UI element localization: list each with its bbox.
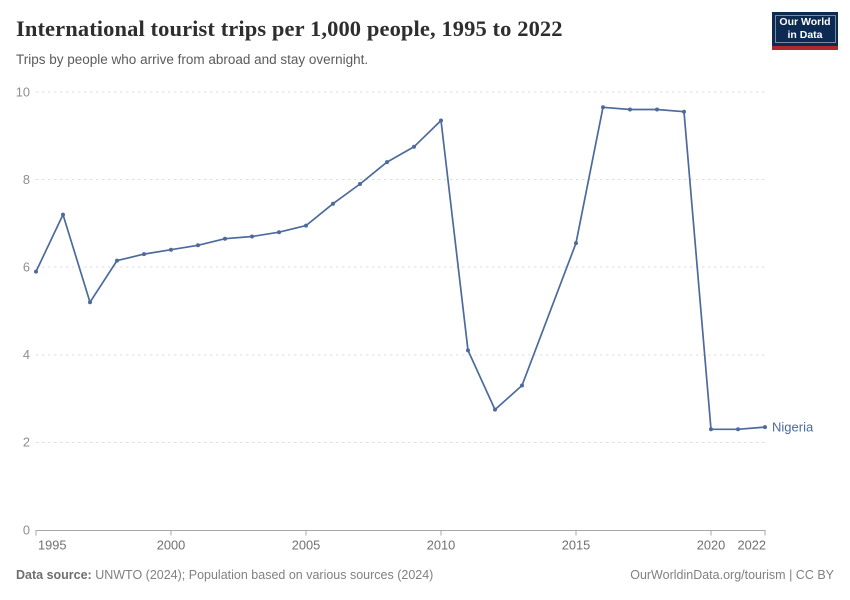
data-point-2000[interactable]	[169, 247, 173, 252]
data-point-2013[interactable]	[520, 383, 524, 388]
data-point-2012[interactable]	[493, 407, 497, 412]
data-point-2019[interactable]	[682, 109, 686, 114]
data-point-2020[interactable]	[709, 427, 713, 432]
owid-logo-frame: Our World in Data	[774, 14, 836, 43]
footer-license-link[interactable]: OurWorldinData.org/tourism | CC BY	[630, 568, 834, 582]
data-point-2002[interactable]	[223, 236, 227, 241]
data-point-1999[interactable]	[142, 252, 146, 257]
data-point-2003[interactable]	[250, 234, 254, 239]
data-point-2008[interactable]	[385, 160, 389, 165]
data-source: Data source: UNWTO (2024); Population ba…	[16, 568, 433, 582]
y-tick-label-0: 0	[23, 522, 30, 537]
data-point-2006[interactable]	[331, 201, 335, 206]
series-label-nigeria[interactable]: Nigeria	[772, 419, 814, 434]
data-point-2001[interactable]	[196, 243, 200, 248]
data-point-2022[interactable]	[763, 425, 767, 430]
x-tick-label-2022: 2022	[738, 538, 766, 553]
y-tick-label-4: 4	[23, 347, 30, 362]
y-tick-label-8: 8	[23, 172, 30, 187]
data-point-2011[interactable]	[466, 348, 470, 353]
data-point-2018[interactable]	[655, 107, 659, 112]
x-tick-label-2010: 2010	[427, 538, 455, 553]
y-tick-label-10: 10	[16, 84, 30, 99]
data-source-label: Data source:	[16, 568, 92, 582]
data-source-text: UNWTO (2024); Population based on variou…	[91, 568, 434, 582]
data-point-1995[interactable]	[34, 269, 38, 274]
owid-logo-red-bar	[772, 45, 838, 50]
owid-logo-line1: Our World	[779, 16, 831, 29]
chart-subtitle: Trips by people who arrive from abroad a…	[16, 52, 369, 67]
x-tick-label-2000: 2000	[157, 538, 185, 553]
x-tick-label-2015: 2015	[562, 538, 590, 553]
x-tick-label-2020: 2020	[697, 538, 725, 553]
y-tick-label-6: 6	[23, 260, 30, 275]
data-point-2015[interactable]	[574, 241, 578, 246]
data-point-2017[interactable]	[628, 107, 632, 112]
chart-footer: Data source: UNWTO (2024); Population ba…	[16, 568, 834, 582]
data-point-2004[interactable]	[277, 230, 281, 235]
x-tick-label-2005: 2005	[292, 538, 320, 553]
data-point-2010[interactable]	[439, 118, 443, 123]
owid-logo-line2: in Data	[787, 28, 823, 41]
data-point-2021[interactable]	[736, 427, 740, 432]
owid-logo: Our World in Data	[772, 12, 838, 50]
data-point-2005[interactable]	[304, 223, 308, 228]
page-title: International tourist trips per 1,000 pe…	[16, 16, 563, 41]
data-point-1996[interactable]	[61, 212, 65, 217]
line-chart: 0 2 4 6 8 10 1995 2000 2005 2010 2015 2020 2022 Niger…	[16, 84, 814, 553]
x-tick-label-1995: 1995	[38, 538, 66, 553]
series-line-nigeria	[35, 106, 766, 431]
data-point-2009[interactable]	[412, 144, 416, 149]
data-point-1998[interactable]	[115, 258, 119, 263]
data-point-2016[interactable]	[601, 105, 605, 110]
data-point-2007[interactable]	[358, 182, 362, 186]
data-point-1997[interactable]	[88, 300, 92, 305]
y-tick-label-2: 2	[23, 435, 30, 450]
